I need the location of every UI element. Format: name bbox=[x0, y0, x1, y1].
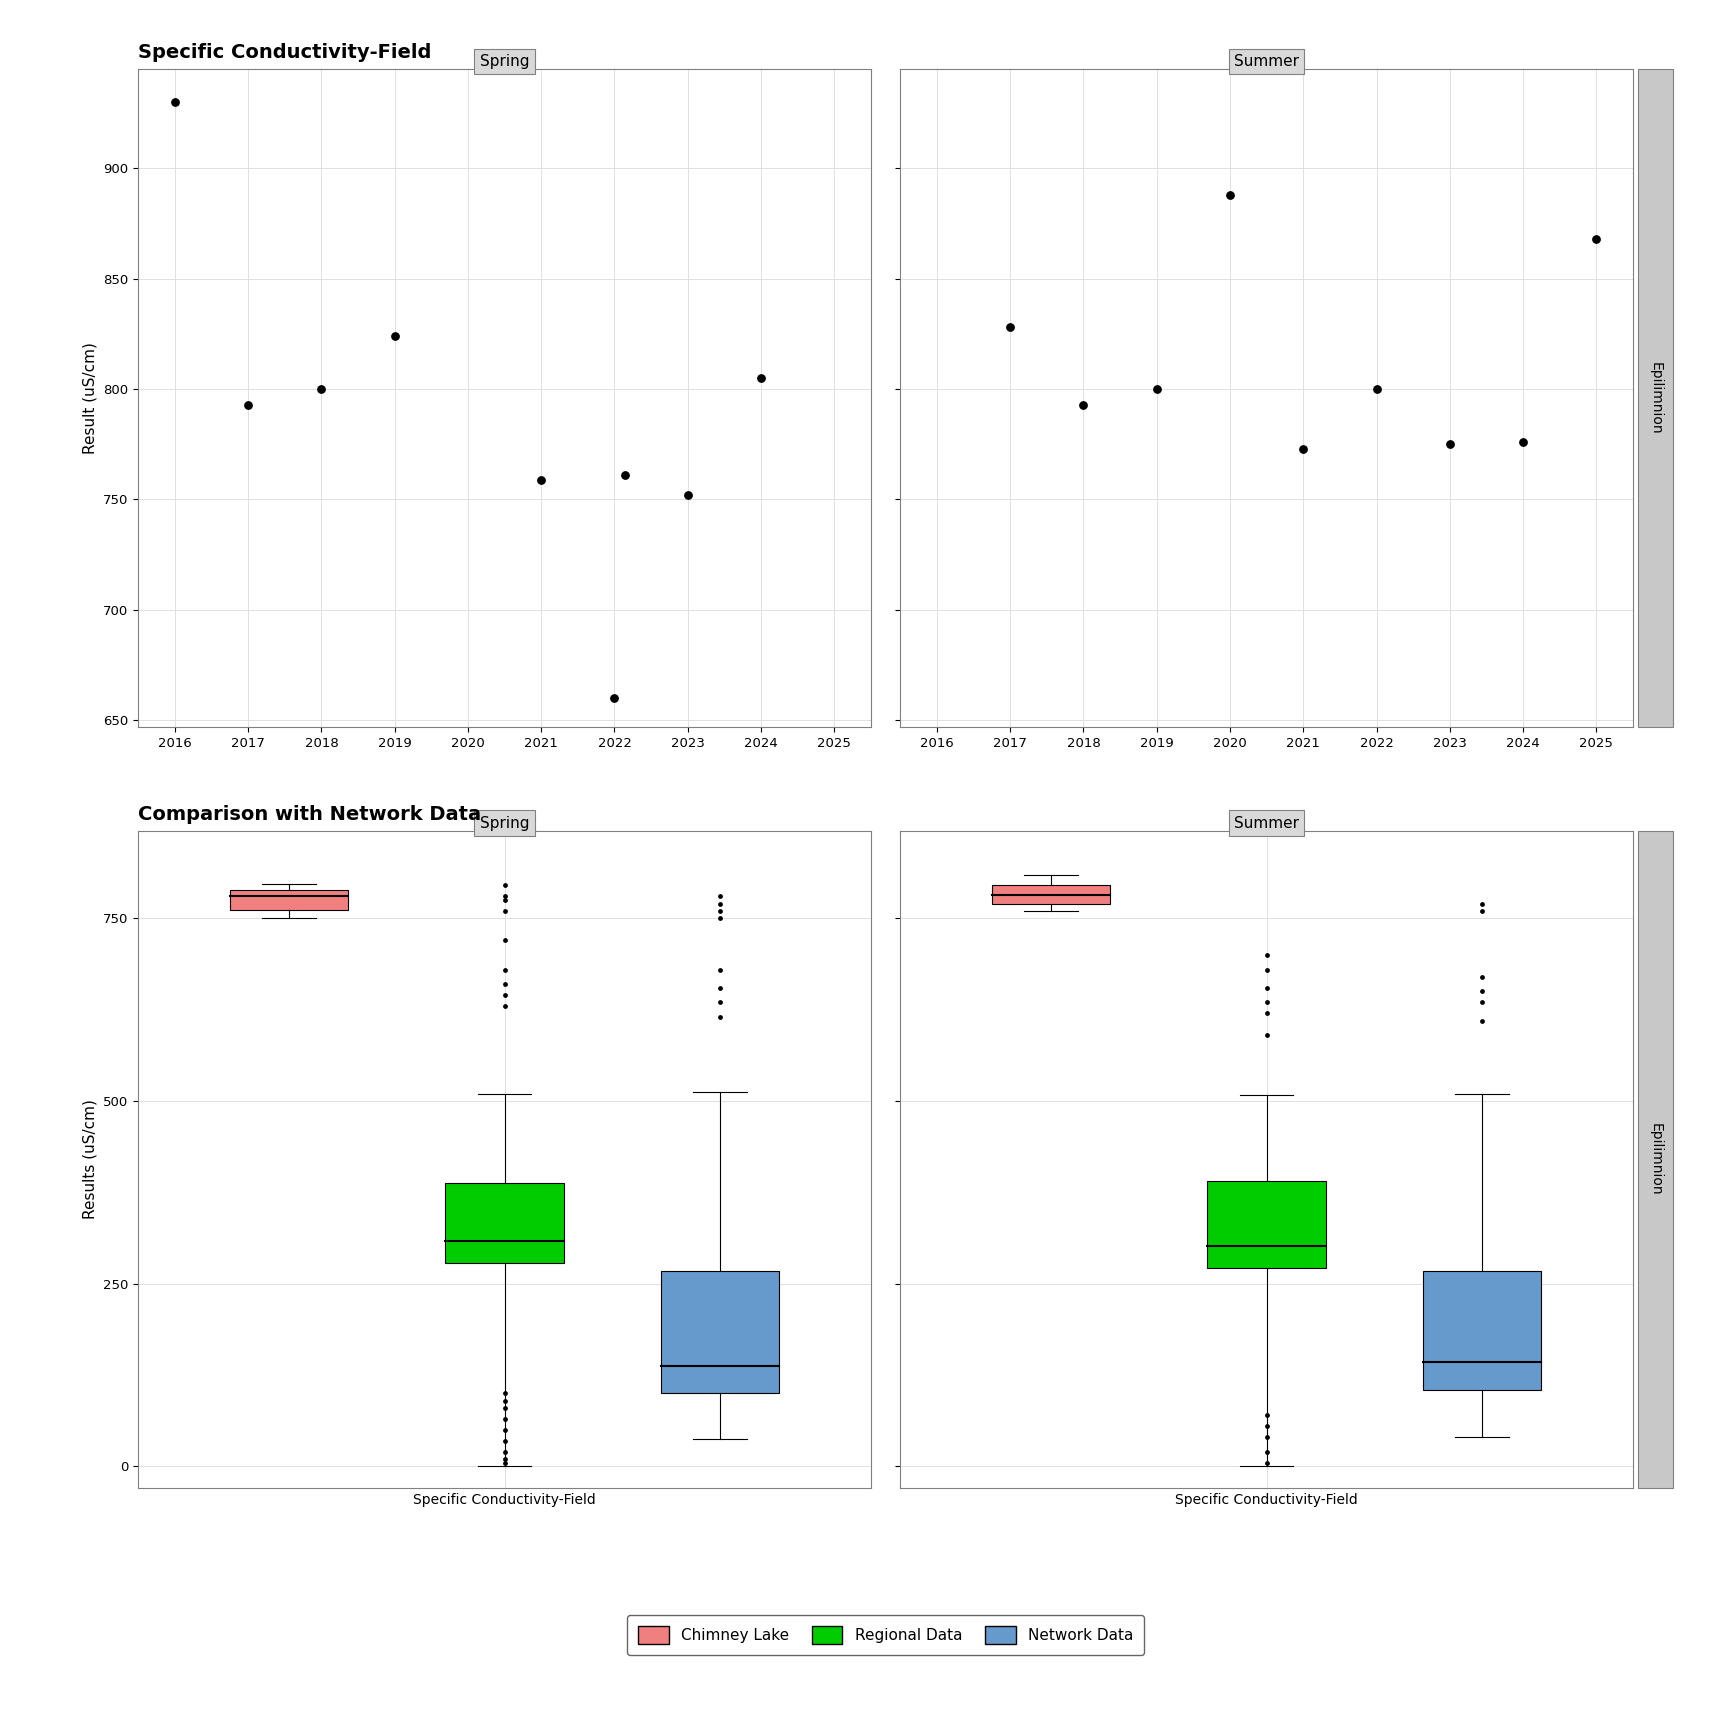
Point bbox=[601, 684, 629, 712]
Point bbox=[1436, 430, 1464, 458]
Point bbox=[1469, 897, 1496, 924]
Point bbox=[674, 482, 702, 510]
Point bbox=[527, 467, 555, 494]
Bar bbox=[1422, 1270, 1541, 1389]
Point bbox=[707, 897, 734, 924]
Point bbox=[1253, 1424, 1280, 1452]
Bar bbox=[660, 1270, 779, 1393]
Bar bbox=[992, 885, 1111, 904]
Text: Epilimnion: Epilimnion bbox=[1649, 361, 1662, 434]
Point bbox=[491, 1438, 518, 1465]
Point bbox=[1217, 181, 1244, 209]
Bar bbox=[446, 1184, 563, 1263]
Point bbox=[707, 988, 734, 1016]
Point bbox=[491, 956, 518, 983]
Point bbox=[1253, 1412, 1280, 1439]
Bar bbox=[1208, 1182, 1325, 1268]
Title: Spring: Spring bbox=[480, 816, 529, 831]
Point bbox=[491, 971, 518, 999]
Point bbox=[491, 871, 518, 899]
Point bbox=[1253, 1021, 1280, 1049]
Point bbox=[1469, 1007, 1496, 1035]
Legend: Chimney Lake, Regional Data, Network Data: Chimney Lake, Regional Data, Network Dat… bbox=[627, 1616, 1144, 1655]
Point bbox=[1253, 1450, 1280, 1477]
Point bbox=[491, 886, 518, 914]
Point bbox=[491, 1405, 518, 1433]
Point bbox=[746, 365, 774, 392]
Point bbox=[161, 88, 188, 116]
Point bbox=[707, 956, 734, 983]
Point bbox=[1253, 956, 1280, 983]
Point bbox=[1253, 988, 1280, 1016]
Point bbox=[491, 982, 518, 1009]
Point bbox=[491, 926, 518, 954]
Point bbox=[491, 1394, 518, 1422]
Point bbox=[1253, 1401, 1280, 1429]
Point bbox=[1583, 225, 1610, 252]
Title: Spring: Spring bbox=[480, 54, 529, 69]
Point bbox=[1253, 975, 1280, 1002]
Title: Summer: Summer bbox=[1234, 54, 1299, 69]
Point bbox=[380, 323, 408, 351]
Point bbox=[491, 1445, 518, 1472]
Point bbox=[1253, 999, 1280, 1026]
Point bbox=[1469, 988, 1496, 1016]
Text: Comparison with Network Data: Comparison with Network Data bbox=[138, 805, 482, 824]
Point bbox=[491, 1427, 518, 1455]
Point bbox=[707, 904, 734, 931]
Point bbox=[491, 1450, 518, 1477]
Point bbox=[491, 1379, 518, 1407]
Point bbox=[491, 883, 518, 911]
Point bbox=[612, 461, 639, 489]
Point bbox=[1469, 962, 1496, 990]
Point bbox=[491, 1388, 518, 1415]
Point bbox=[1469, 890, 1496, 918]
Text: Epilimnion: Epilimnion bbox=[1649, 1123, 1662, 1196]
Point bbox=[491, 992, 518, 1020]
Point bbox=[308, 375, 335, 403]
Point bbox=[1253, 942, 1280, 969]
Point bbox=[1070, 391, 1097, 418]
Y-axis label: Result (uS/cm): Result (uS/cm) bbox=[83, 342, 97, 454]
Point bbox=[491, 1415, 518, 1443]
Point bbox=[707, 890, 734, 918]
Point bbox=[1469, 978, 1496, 1006]
Point bbox=[1253, 1438, 1280, 1465]
Point bbox=[707, 1004, 734, 1032]
Point bbox=[707, 883, 734, 911]
Bar bbox=[230, 890, 349, 909]
Point bbox=[1363, 375, 1391, 403]
Point bbox=[491, 897, 518, 924]
Point bbox=[1142, 375, 1170, 403]
Text: Specific Conductivity-Field: Specific Conductivity-Field bbox=[138, 43, 432, 62]
Point bbox=[1509, 429, 1536, 456]
Point bbox=[235, 391, 263, 418]
Title: Summer: Summer bbox=[1234, 816, 1299, 831]
Point bbox=[997, 313, 1025, 340]
Point bbox=[1289, 435, 1317, 463]
Point bbox=[707, 975, 734, 1002]
Y-axis label: Results (uS/cm): Results (uS/cm) bbox=[83, 1099, 97, 1220]
